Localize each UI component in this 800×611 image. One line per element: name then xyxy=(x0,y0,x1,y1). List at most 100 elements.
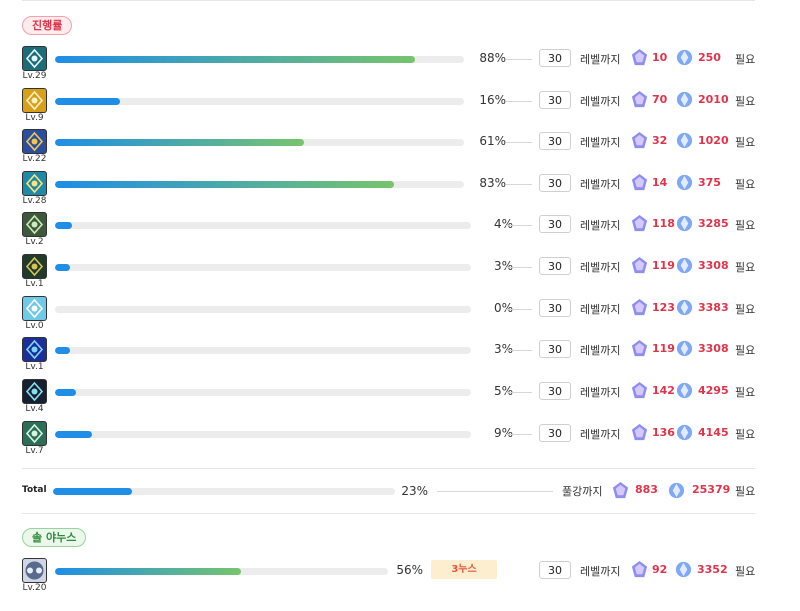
sol-percent: 56% xyxy=(396,563,423,577)
skill-icon-5 xyxy=(22,212,47,237)
janus-count-tag: 3누스 xyxy=(431,560,497,579)
sol-janus-section-badge: 솔 야누스 xyxy=(22,528,87,547)
total-label: Total xyxy=(22,485,47,495)
progress-fill xyxy=(55,264,70,271)
sol-janus-icon xyxy=(22,558,47,583)
sol-erda-icon xyxy=(631,48,648,66)
gem1-count: 14 xyxy=(652,176,668,189)
target-level-input[interactable]: 30 xyxy=(539,174,571,192)
target-level-input[interactable]: 30 xyxy=(539,215,571,233)
target-level-input[interactable]: 30 xyxy=(539,257,571,275)
dash-line xyxy=(506,59,532,60)
progress-percent: 0% xyxy=(493,301,513,315)
need-label: 필요 xyxy=(735,386,756,399)
dash-line xyxy=(506,184,532,185)
skill-icon-6 xyxy=(22,254,47,279)
gem1-count: 32 xyxy=(652,134,668,147)
gem1-count: 119 xyxy=(652,259,675,272)
target-level-input[interactable]: 30 xyxy=(539,299,571,317)
dash-line xyxy=(506,225,532,226)
gem2-count: 375 xyxy=(698,176,721,189)
sol-progress-bar xyxy=(55,568,388,575)
need-label: 필요 xyxy=(735,565,756,578)
sol-erda-icon xyxy=(631,256,648,274)
skill-row: Lv.9 16% 30 레벨까지 70 2010 필요 xyxy=(0,88,800,130)
sol-erda-icon xyxy=(631,339,648,357)
progress-fill xyxy=(55,389,76,396)
level-label: Lv.2 xyxy=(25,237,44,247)
gem2-count: 4145 xyxy=(698,426,729,439)
level-label: Lv.9 xyxy=(25,113,44,123)
need-label: 필요 xyxy=(735,261,756,274)
sol-erda-fragment-icon xyxy=(668,482,685,499)
skill-icon-3 xyxy=(22,129,47,154)
until-level-label: 레벨까지 xyxy=(580,565,621,578)
sol-erda-icon xyxy=(631,560,648,578)
skill-icon-1 xyxy=(22,46,47,71)
dash-line xyxy=(437,491,553,492)
target-level-input[interactable]: 30 xyxy=(539,340,571,358)
skill-icon-9 xyxy=(22,379,47,404)
gem2-count: 250 xyxy=(698,51,721,64)
progress-bar xyxy=(55,181,464,188)
progress-bar xyxy=(55,264,471,271)
progress-bar xyxy=(55,347,471,354)
gem2-count: 3352 xyxy=(697,563,728,576)
top-divider xyxy=(22,0,755,1)
gem1-count: 70 xyxy=(652,93,668,106)
progress-percent: 5% xyxy=(493,384,513,398)
skill-row: Lv.22 61% 30 레벨까지 32 1020 필요 xyxy=(0,129,800,171)
sol-erda-icon xyxy=(612,481,629,499)
total-progress-bar xyxy=(53,488,395,495)
skill-icon-8 xyxy=(22,337,47,362)
need-label: 필요 xyxy=(735,219,756,232)
progress-bar xyxy=(55,431,471,438)
need-label: 필요 xyxy=(735,303,756,316)
sol-erda-icon xyxy=(631,131,648,149)
target-level-input[interactable]: 30 xyxy=(539,91,571,109)
total-progress-fill xyxy=(53,488,132,495)
sol-erda-fragment-icon xyxy=(676,49,693,66)
target-level-input[interactable]: 30 xyxy=(539,49,571,67)
skill-row: Lv.2 4% 30 레벨까지 118 3285 필요 xyxy=(0,212,800,254)
gem1-count: 119 xyxy=(652,342,675,355)
dash-line xyxy=(506,350,532,351)
dash-line xyxy=(506,101,532,102)
sol-erda-icon xyxy=(631,90,648,108)
skill-row: Lv.4 5% 30 레벨까지 142 4295 필요 xyxy=(0,379,800,421)
target-level-input[interactable]: 30 xyxy=(539,561,571,579)
need-label: 필요 xyxy=(735,178,756,191)
skill-row: Lv.7 9% 30 레벨까지 136 4145 필요 xyxy=(0,421,800,463)
total-gem1-count: 883 xyxy=(635,483,658,496)
need-label: 필요 xyxy=(735,53,756,66)
gem2-count: 1020 xyxy=(698,134,729,147)
sol-erda-fragment-icon xyxy=(676,257,693,274)
skill-row: Lv.28 83% 30 레벨까지 14 375 필요 xyxy=(0,171,800,213)
level-label: Lv.22 xyxy=(22,154,47,164)
progress-percent: 3% xyxy=(493,259,513,273)
target-level-input[interactable]: 30 xyxy=(539,382,571,400)
level-label: Lv.20 xyxy=(22,583,47,593)
target-level-input[interactable]: 30 xyxy=(539,132,571,150)
progress-percent: 3% xyxy=(493,342,513,356)
need-label: 필요 xyxy=(735,136,756,149)
progress-percent: 16% xyxy=(479,93,506,107)
sol-erda-icon xyxy=(631,423,648,441)
sol-erda-icon xyxy=(631,381,648,399)
skill-icon-7 xyxy=(22,296,47,321)
progress-fill xyxy=(55,56,415,63)
divider xyxy=(22,468,755,469)
sol-janus-row: Lv.20 56% 3누스 30 레벨까지 92 3352 필요 xyxy=(0,558,800,600)
sol-erda-icon xyxy=(631,214,648,232)
gem1-count: 142 xyxy=(652,384,675,397)
progress-percent: 83% xyxy=(479,176,506,190)
target-level-input[interactable]: 30 xyxy=(539,424,571,442)
progress-percent: 61% xyxy=(479,134,506,148)
level-label: Lv.1 xyxy=(25,279,44,289)
progress-fill xyxy=(55,98,121,105)
progress-section-badge: 진행률 xyxy=(22,16,73,35)
sol-erda-icon xyxy=(631,173,648,191)
need-label: 필요 xyxy=(735,485,756,498)
gem2-count: 4295 xyxy=(698,384,729,397)
skill-row: Lv.29 88% 30 레벨까지 10 250 필요 xyxy=(0,46,800,88)
